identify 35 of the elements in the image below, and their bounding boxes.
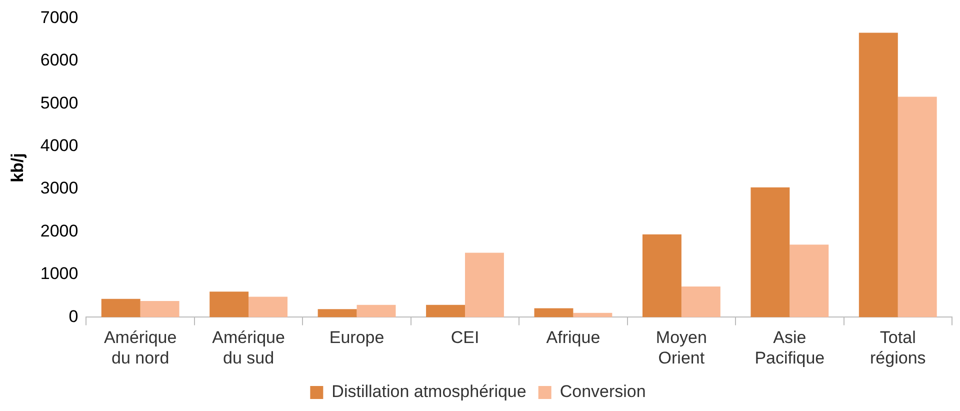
- y-tick-label: 7000: [40, 8, 78, 27]
- legend-label: Distillation atmosphérique: [332, 382, 526, 402]
- bar: [573, 312, 612, 318]
- bar: [750, 187, 790, 318]
- x-tick-label: Amérique du nord: [104, 328, 177, 368]
- bar: [140, 300, 180, 318]
- y-tick-label: 1000: [40, 264, 78, 284]
- y-tick-label: 4000: [40, 136, 78, 156]
- y-axis-title: kb/j: [8, 153, 27, 182]
- bar: [426, 304, 465, 318]
- x-tick-label: Afrique: [546, 328, 600, 348]
- y-tick-label: 2000: [40, 221, 78, 240]
- y-tick-label: 0: [68, 306, 78, 326]
- x-tick-label: Total régions: [870, 328, 926, 368]
- x-tick-label: Amérique du sud: [212, 328, 285, 368]
- y-tick-label: 5000: [40, 93, 78, 112]
- x-tick-label: Europe: [329, 328, 384, 348]
- bar: [534, 308, 574, 318]
- legend-label: Conversion: [560, 382, 646, 402]
- y-tick-label: 6000: [40, 50, 78, 70]
- x-tick-label: Asie Pacifique: [754, 328, 825, 368]
- x-tick-label: Moyen Orient: [656, 328, 707, 368]
- x-tick-label: CEI: [450, 328, 480, 348]
- bar: [898, 96, 937, 318]
- bar: [465, 252, 504, 318]
- bar: [318, 309, 357, 318]
- y-tick-label: 3000: [40, 178, 78, 198]
- bar: [248, 296, 288, 318]
- bar: [790, 244, 829, 318]
- bar: [101, 298, 140, 318]
- bar: [356, 304, 396, 318]
- bar: [858, 32, 898, 318]
- bar: [210, 292, 249, 318]
- bar: [681, 286, 720, 318]
- bar: [642, 234, 682, 318]
